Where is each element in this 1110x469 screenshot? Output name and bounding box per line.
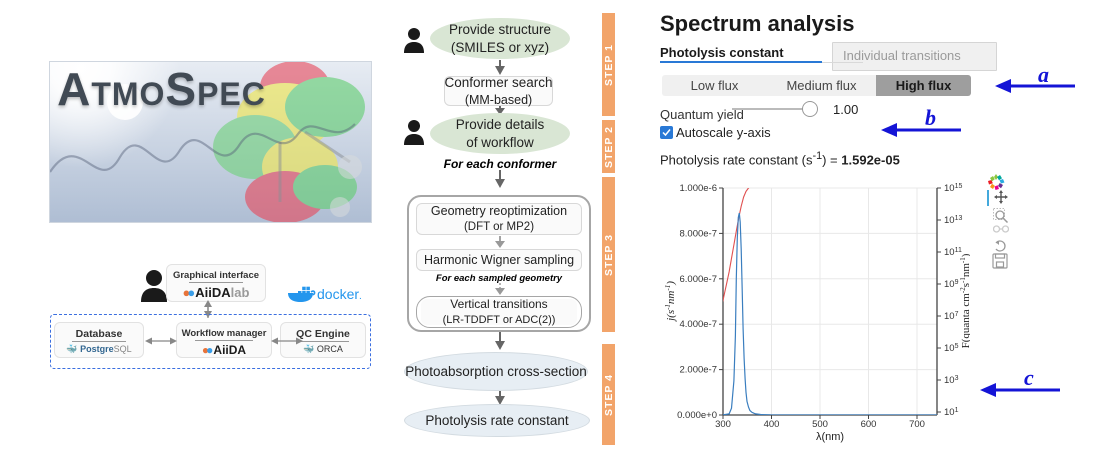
svg-text:4.000e-7: 4.000e-7 bbox=[679, 319, 717, 330]
svg-text:500: 500 bbox=[812, 419, 828, 430]
svg-text:109: 109 bbox=[944, 279, 959, 291]
svg-text:j(s-1nm-1): j(s-1nm-1) bbox=[664, 281, 677, 323]
svg-text:6.000e-7: 6.000e-7 bbox=[679, 274, 717, 285]
svg-text:103: 103 bbox=[944, 375, 959, 387]
svg-text:101: 101 bbox=[944, 407, 959, 419]
svg-text:F(quanta cm-2s-1nm-1): F(quanta cm-2s-1nm-1) bbox=[959, 253, 970, 348]
svg-text:λ(nm): λ(nm) bbox=[816, 431, 844, 443]
svg-text:2.000e-7: 2.000e-7 bbox=[679, 365, 717, 376]
svg-text:1015: 1015 bbox=[944, 183, 962, 195]
svg-text:105: 105 bbox=[944, 343, 959, 355]
svg-text:600: 600 bbox=[861, 419, 877, 430]
svg-text:400: 400 bbox=[764, 419, 780, 430]
svg-text:700: 700 bbox=[909, 419, 925, 430]
svg-text:8.000e-7: 8.000e-7 bbox=[679, 228, 717, 239]
svg-text:1.000e-6: 1.000e-6 bbox=[679, 183, 717, 194]
svg-text:300: 300 bbox=[715, 419, 731, 430]
svg-text:0.000e+0: 0.000e+0 bbox=[677, 410, 717, 421]
svg-text:docker.: docker. bbox=[317, 286, 362, 302]
svg-text:107: 107 bbox=[944, 311, 959, 323]
svg-text:1013: 1013 bbox=[944, 215, 962, 227]
